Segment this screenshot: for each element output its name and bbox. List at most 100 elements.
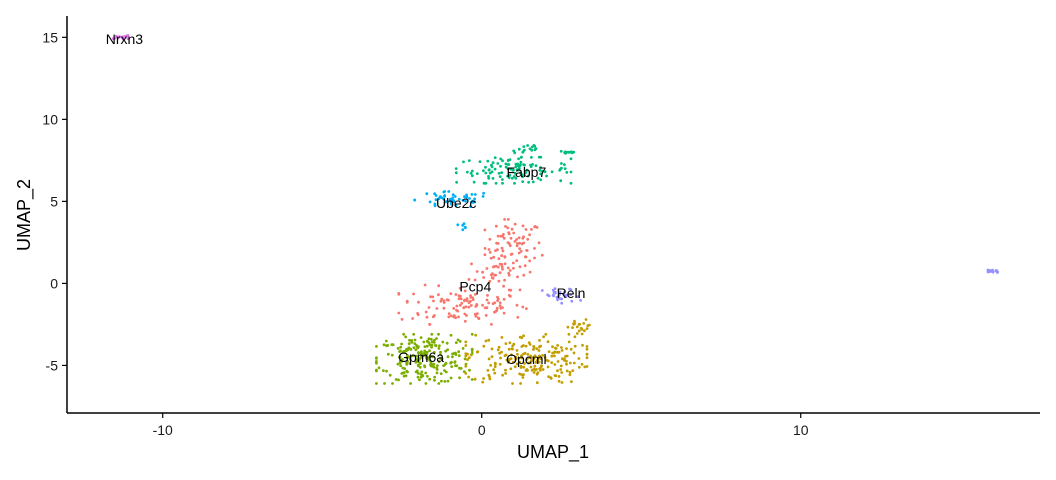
cell-point bbox=[390, 343, 394, 347]
cell-point bbox=[473, 193, 477, 196]
cell-point bbox=[538, 168, 542, 172]
cell-point bbox=[534, 147, 538, 151]
cell-point bbox=[573, 319, 576, 323]
cell-point bbox=[490, 323, 493, 326]
cell-point bbox=[499, 356, 502, 360]
cell-point bbox=[488, 171, 492, 175]
cell-point bbox=[500, 265, 504, 269]
cell-point bbox=[512, 149, 516, 153]
cell-point bbox=[493, 371, 497, 375]
cell-point bbox=[516, 315, 520, 319]
cell-point bbox=[412, 332, 416, 336]
cell-point bbox=[539, 155, 543, 159]
cluster-opcml-points bbox=[464, 318, 591, 385]
cell-point bbox=[496, 234, 500, 238]
cell-point bbox=[499, 157, 503, 161]
cell-point bbox=[518, 247, 522, 251]
cell-point bbox=[512, 266, 515, 270]
cell-point bbox=[554, 347, 558, 350]
cell-point bbox=[507, 294, 511, 297]
cell-point bbox=[477, 316, 480, 320]
cell-point bbox=[539, 166, 542, 169]
cell-point bbox=[440, 357, 444, 361]
cell-point bbox=[525, 168, 529, 172]
cell-point bbox=[575, 325, 579, 329]
cell-point bbox=[500, 171, 504, 175]
cell-point bbox=[560, 301, 564, 305]
cell-point bbox=[492, 368, 496, 372]
cell-point bbox=[558, 297, 562, 301]
cell-point bbox=[508, 244, 512, 248]
cell-point bbox=[425, 351, 429, 354]
cell-point bbox=[399, 349, 402, 353]
cell-point bbox=[485, 298, 489, 302]
cell-point bbox=[513, 240, 517, 243]
cell-point bbox=[492, 255, 496, 259]
cell-point bbox=[454, 353, 458, 356]
cell-point bbox=[506, 241, 510, 245]
cell-point bbox=[501, 267, 504, 271]
cell-point bbox=[517, 147, 521, 151]
cell-point bbox=[476, 350, 480, 354]
cell-point bbox=[444, 349, 448, 353]
cell-point bbox=[114, 34, 118, 38]
cell-point bbox=[525, 249, 529, 252]
cell-point bbox=[375, 357, 378, 360]
cell-point bbox=[527, 341, 531, 344]
cell-point bbox=[494, 273, 497, 277]
cell-point bbox=[494, 181, 498, 185]
cell-point bbox=[569, 347, 573, 351]
cell-point bbox=[442, 301, 446, 304]
cell-point bbox=[454, 167, 458, 171]
cell-point bbox=[519, 382, 522, 385]
cell-point bbox=[527, 180, 530, 184]
cell-point bbox=[560, 371, 564, 374]
cell-point bbox=[563, 163, 566, 167]
cell-point bbox=[490, 347, 494, 351]
cell-point bbox=[445, 341, 449, 345]
cell-point bbox=[523, 351, 527, 355]
cell-point bbox=[555, 295, 559, 299]
cell-point bbox=[487, 301, 491, 305]
cell-point bbox=[429, 337, 433, 341]
cell-point bbox=[569, 293, 573, 297]
cell-point bbox=[428, 359, 432, 362]
cell-point bbox=[405, 349, 408, 352]
cell-point bbox=[459, 297, 463, 301]
cell-point bbox=[506, 226, 510, 230]
cell-point bbox=[504, 372, 507, 375]
cell-point bbox=[546, 365, 550, 369]
cell-point bbox=[425, 192, 429, 196]
cell-point bbox=[463, 195, 466, 199]
cell-point bbox=[470, 332, 474, 336]
cell-point bbox=[501, 181, 504, 185]
cell-point bbox=[454, 293, 458, 296]
cell-point bbox=[546, 293, 549, 297]
cell-point bbox=[516, 162, 519, 166]
cell-point bbox=[499, 164, 502, 168]
cell-point bbox=[447, 315, 451, 319]
cell-point bbox=[498, 301, 502, 305]
y-tick-label: 10 bbox=[42, 111, 58, 127]
cell-point bbox=[122, 35, 126, 38]
cell-point bbox=[539, 357, 543, 361]
cell-point bbox=[553, 291, 557, 295]
cell-point bbox=[526, 237, 530, 241]
cell-point bbox=[451, 355, 454, 359]
cell-point bbox=[440, 297, 444, 301]
cell-point bbox=[506, 218, 510, 221]
cell-point bbox=[118, 35, 121, 38]
cell-point bbox=[469, 205, 472, 209]
cell-point bbox=[493, 156, 497, 160]
cell-point bbox=[442, 190, 446, 194]
cell-point bbox=[542, 335, 545, 339]
cell-point bbox=[411, 317, 414, 320]
cell-point bbox=[439, 195, 442, 199]
cell-point bbox=[497, 171, 501, 175]
cell-point bbox=[461, 347, 465, 350]
cell-point bbox=[540, 289, 544, 292]
cell-point bbox=[515, 244, 519, 248]
cell-point bbox=[507, 288, 511, 292]
cell-point bbox=[495, 306, 499, 310]
